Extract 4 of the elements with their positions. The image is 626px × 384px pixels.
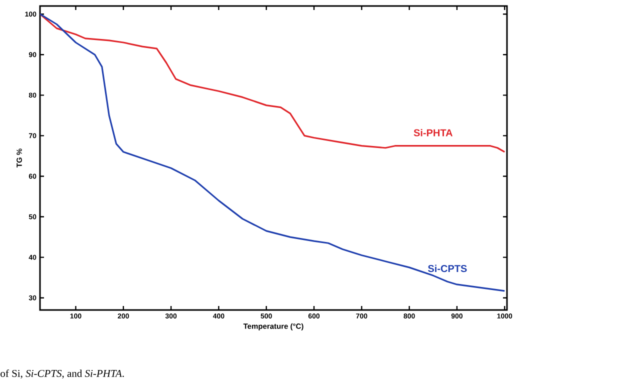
series-label: Si-CPTS — [428, 264, 467, 272]
line-series — [40, 13, 506, 292]
series-label: Si-PHTA — [414, 128, 453, 136]
text: of Si, Si-CPTS, and Si-PHTA. — [0, 370, 124, 379]
